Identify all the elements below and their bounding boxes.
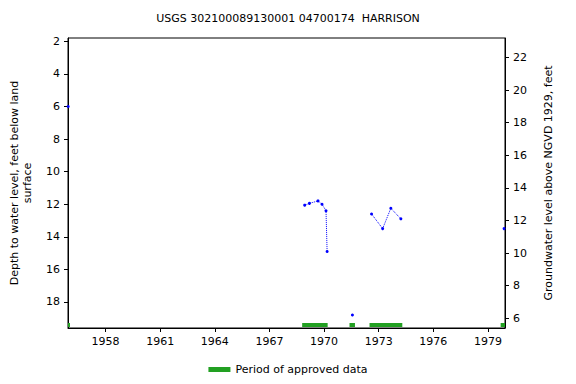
svg-text:USGS 302100089130001 04700174: USGS 302100089130001 04700174 HARRISON	[156, 12, 420, 25]
svg-text:1970: 1970	[310, 335, 338, 348]
svg-text:surface: surface	[21, 162, 34, 203]
svg-text:10: 10	[513, 247, 527, 260]
svg-text:20: 20	[513, 84, 527, 97]
svg-text:1958: 1958	[92, 335, 120, 348]
svg-text:Period of approved data: Period of approved data	[235, 363, 367, 376]
svg-text:16: 16	[46, 263, 60, 276]
svg-text:12: 12	[46, 198, 60, 211]
svg-text:1976: 1976	[419, 335, 447, 348]
svg-text:18: 18	[513, 116, 527, 129]
svg-text:10: 10	[46, 165, 60, 178]
svg-text:22: 22	[513, 51, 527, 64]
svg-text:6: 6	[513, 312, 520, 325]
svg-text:16: 16	[513, 149, 527, 162]
svg-text:1973: 1973	[365, 335, 393, 348]
svg-text:1979: 1979	[474, 335, 502, 348]
svg-text:14: 14	[513, 181, 527, 194]
svg-text:1961: 1961	[146, 335, 174, 348]
svg-text:14: 14	[46, 230, 60, 243]
svg-text:8: 8	[53, 133, 60, 146]
svg-text:18: 18	[46, 295, 60, 308]
svg-text:1964: 1964	[201, 335, 229, 348]
svg-text:Groundwater level above NGVD 1: Groundwater level above NGVD 1929, feet	[542, 65, 555, 301]
svg-text:1967: 1967	[255, 335, 283, 348]
svg-text:Depth to water level, feet bel: Depth to water level, feet below land	[8, 81, 21, 286]
svg-text:2: 2	[53, 35, 60, 48]
svg-text:4: 4	[53, 67, 60, 80]
svg-text:6: 6	[53, 100, 60, 113]
svg-text:12: 12	[513, 214, 527, 227]
svg-text:8: 8	[513, 279, 520, 292]
